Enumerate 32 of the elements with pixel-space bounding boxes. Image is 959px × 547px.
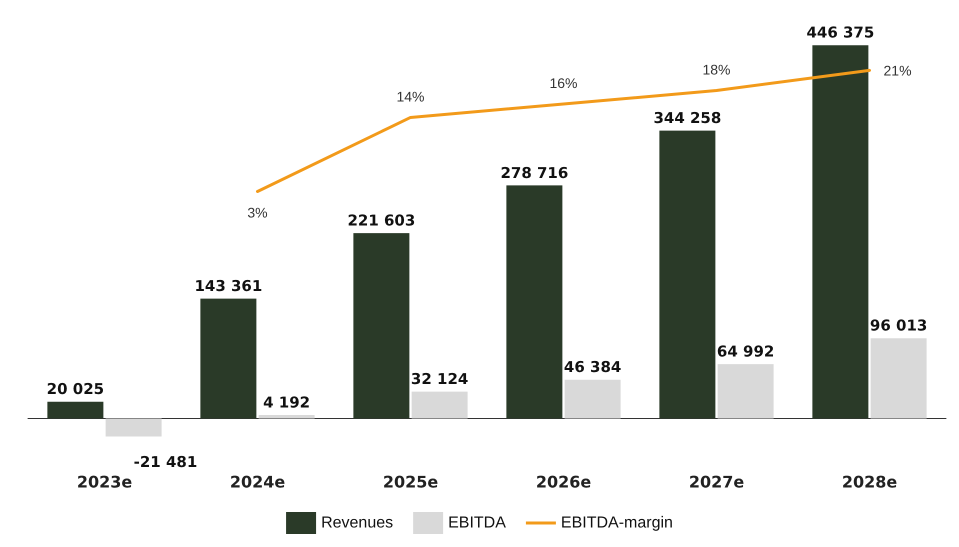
data-label: 64 992 [716,342,774,361]
data-label: 21% [884,62,912,78]
data-label: 344 258 [653,109,722,128]
bar [718,364,774,418]
legend-label: Revenues [321,514,394,532]
bar [870,338,927,418]
x-tick-label: 2028e [842,472,898,492]
data-label: 32 124 [410,370,468,388]
x-tick-label: 2025e [382,472,438,492]
bar [564,380,621,418]
x-tick-label: 2027e [688,472,744,492]
x-tick-label: 2023e [76,472,132,492]
data-label: 16% [549,74,578,91]
x-tick-label: 2026e [536,472,592,492]
bar [258,414,315,418]
bar [412,392,468,418]
data-label: 20 025 [46,380,104,398]
data-label: 143 361 [194,277,262,296]
legend-label: EBITDA-margin [560,514,673,532]
data-label: 446 375 [806,24,874,42]
data-label: 96 013 [870,316,928,335]
data-label: 3% [247,204,268,220]
legend-label: EBITDA [448,514,506,532]
data-label: 46 384 [564,358,622,376]
data-label: 18% [702,62,731,78]
data-label: 221 603 [347,212,416,230]
data-label: -21 481 [134,452,198,471]
data-label: 14% [396,88,425,104]
bar [106,418,162,436]
data-label: 278 716 [500,164,568,182]
data-label: 4 192 [263,393,310,412]
x-tick-label: 2024e [230,472,286,492]
